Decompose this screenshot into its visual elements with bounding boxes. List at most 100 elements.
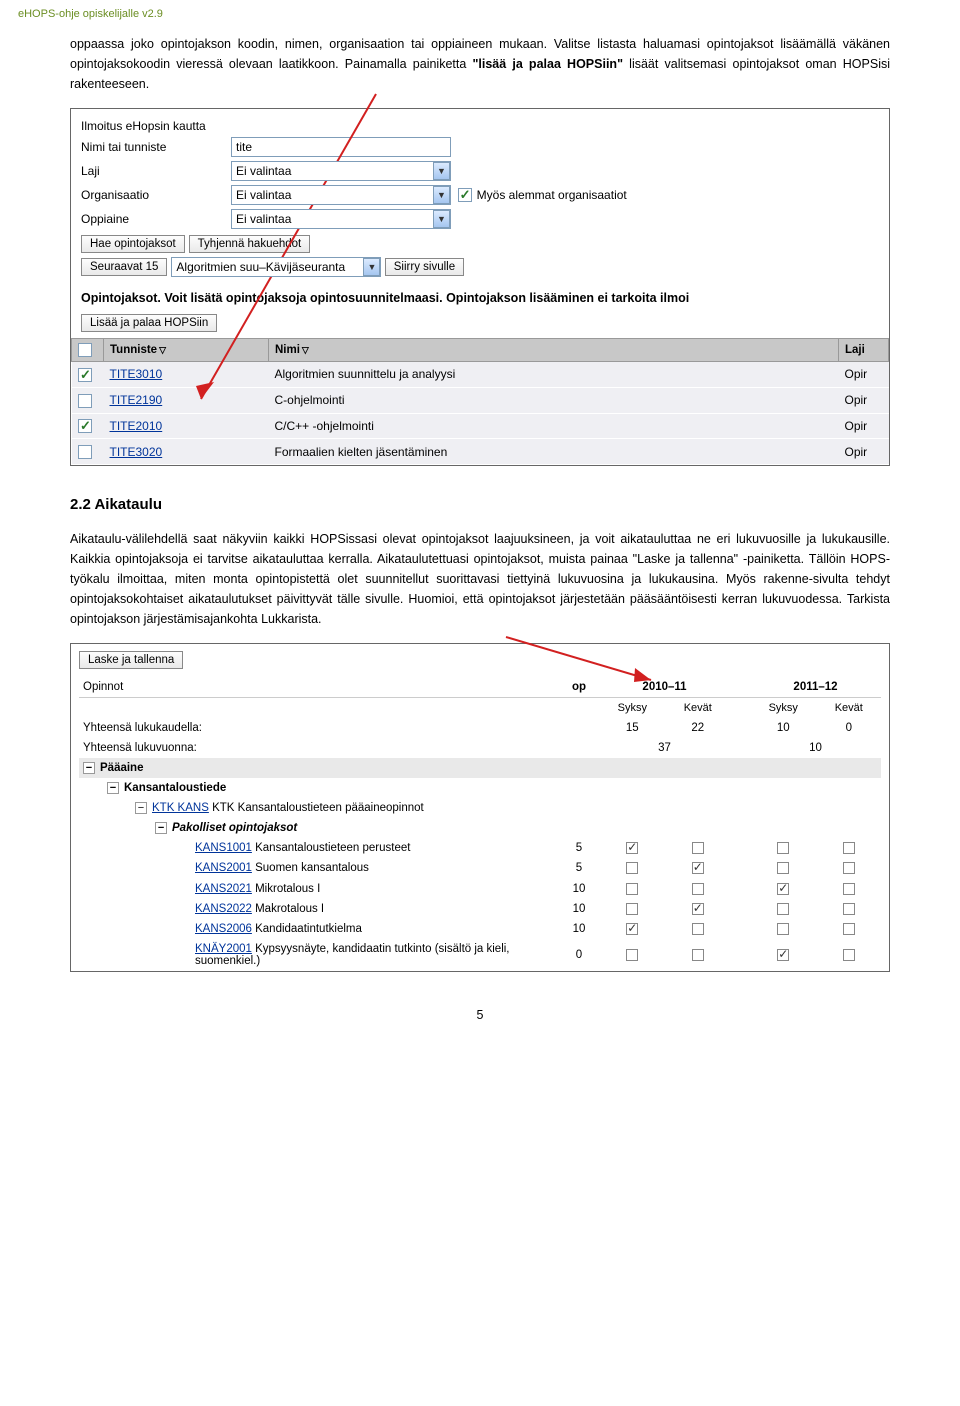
section-heading: Opintojaksot. Voit lisätä opintojaksoja … [71,281,889,313]
col-op: op [559,677,599,698]
page-header: eHOPS-ohje opiskelijalle v2.9 [0,0,960,24]
chevron-down-icon[interactable]: ▼ [433,210,450,228]
row-checkbox[interactable] [72,387,104,413]
sub-kevat1: Kevät [666,698,730,719]
sub-syksy2: Syksy [750,698,817,719]
course-code-link[interactable]: KNÄY2001 [195,943,252,955]
range-select[interactable] [171,257,381,277]
goto-button[interactable]: Siirry sivulle [385,258,464,276]
select-all-checkbox[interactable] [78,343,92,357]
term-checkbox[interactable] [777,842,789,854]
term-checkbox[interactable] [692,903,704,915]
term-checkbox[interactable] [626,923,638,935]
course-laji: Opir [839,362,889,388]
chevron-down-icon[interactable]: ▼ [433,186,450,204]
term-checkbox[interactable] [777,862,789,874]
term-checkbox[interactable] [843,949,855,961]
schedule-screenshot: Laske ja tallenna Opinnot op 2010–11 201… [70,643,890,971]
course-op: 0 [559,939,599,971]
add-and-return-button[interactable]: Lisää ja palaa HOPSiin [81,314,217,332]
course-code-link[interactable]: KANS2021 [195,883,252,895]
course-code-link[interactable]: KANS1001 [195,842,252,854]
term-checkbox[interactable] [777,923,789,935]
th-tunniste[interactable]: Tunniste▽ [104,339,269,362]
heading-2-2: 2.2 Aikataulu [70,496,890,513]
row-checkbox[interactable] [72,362,104,388]
row-ktk: −KTK KANS KTK Kansantaloustieteen pääain… [79,798,559,818]
laji-select[interactable] [231,161,451,181]
th-laji[interactable]: Laji [839,339,889,362]
course-code-link[interactable]: KANS2022 [195,903,252,915]
course-row: KANS2022 Makrotalous I [79,899,559,919]
course-op: 10 [559,879,599,899]
th-nimi[interactable]: Nimi▽ [269,339,839,362]
course-row: KANS2021 Mikrotalous I [79,879,559,899]
term-checkbox[interactable] [843,923,855,935]
term-checkbox[interactable] [692,949,704,961]
next-button[interactable]: Seuraavat 15 [81,258,167,276]
course-row: KANS1001 Kansantaloustieteen perusteet [79,838,559,858]
sub-syksy1: Syksy [599,698,666,719]
search-button[interactable]: Hae opintojaksot [81,235,185,253]
course-name: C-ohjelmointi [269,387,839,413]
results-table: Tunniste▽ Nimi▽ Laji TITE3010Algoritmien… [71,338,889,465]
label-oppiaine: Oppiaine [81,212,231,226]
org-select[interactable] [231,185,451,205]
label-laji: Laji [81,164,231,178]
chevron-down-icon[interactable]: ▼ [433,162,450,180]
row-sum-lv: Yhteensä lukuvuonna: [79,738,559,758]
laske-tallenna-button[interactable]: Laske ja tallenna [79,651,183,669]
col-year2: 2011–12 [750,677,881,698]
content: oppaassa joko opintojakson koodin, nimen… [0,24,960,992]
collapse-icon[interactable]: − [107,782,119,794]
term-checkbox[interactable] [626,883,638,895]
term-checkbox[interactable] [843,903,855,915]
sort-icon: ▽ [302,345,309,355]
collapse-icon[interactable]: − [83,762,95,774]
term-checkbox[interactable] [692,923,704,935]
course-op: 10 [559,919,599,939]
col-year1: 2010–11 [599,677,730,698]
term-checkbox[interactable] [692,842,704,854]
term-checkbox[interactable] [692,862,704,874]
course-code-link[interactable]: TITE2010 [110,419,163,433]
also-lower-checkbox[interactable] [458,188,472,202]
term-checkbox[interactable] [777,883,789,895]
clear-button[interactable]: Tyhjennä hakuehdot [189,235,311,253]
intro-paragraph: oppaassa joko opintojakson koodin, nimen… [70,34,890,94]
form-title: Ilmoitus eHopsin kautta [81,119,231,133]
term-checkbox[interactable] [692,883,704,895]
course-code-link[interactable]: TITE3020 [110,445,163,459]
term-checkbox[interactable] [843,862,855,874]
term-checkbox[interactable] [843,883,855,895]
schedule-table: Opinnot op 2010–11 2011–12 Syksy Kevät S… [79,677,881,970]
search-screenshot: Ilmoitus eHopsin kautta Nimi tai tunnist… [70,108,890,466]
row-sum-lk: Yhteensä lukukaudella: [79,718,559,738]
course-code-link[interactable]: TITE2190 [110,393,163,407]
collapse-icon[interactable]: − [135,802,147,814]
sub-kevat2: Kevät [817,698,881,719]
row-checkbox[interactable] [72,439,104,465]
course-code-link[interactable]: KANS2001 [195,862,252,874]
term-checkbox[interactable] [777,949,789,961]
col-opinnot: Opinnot [79,677,559,698]
oppiaine-select[interactable] [231,209,451,229]
term-checkbox[interactable] [777,903,789,915]
page-number: 5 [0,992,960,1038]
label-name: Nimi tai tunniste [81,140,231,154]
course-row: KANS2006 Kandidaatintutkielma [79,919,559,939]
term-checkbox[interactable] [626,842,638,854]
course-row: KNÄY2001 Kypsyysnäyte, kandidaatin tutki… [79,939,559,971]
term-checkbox[interactable] [843,842,855,854]
course-code-link[interactable]: KANS2006 [195,923,252,935]
name-input[interactable] [231,137,451,157]
term-checkbox[interactable] [626,903,638,915]
row-checkbox[interactable] [72,413,104,439]
ktk-link[interactable]: KTK KANS [152,802,209,814]
course-name: C/C++ -ohjelmointi [269,413,839,439]
term-checkbox[interactable] [626,862,638,874]
collapse-icon[interactable]: − [155,822,167,834]
chevron-down-icon[interactable]: ▼ [363,258,380,276]
term-checkbox[interactable] [626,949,638,961]
course-code-link[interactable]: TITE3010 [110,367,163,381]
